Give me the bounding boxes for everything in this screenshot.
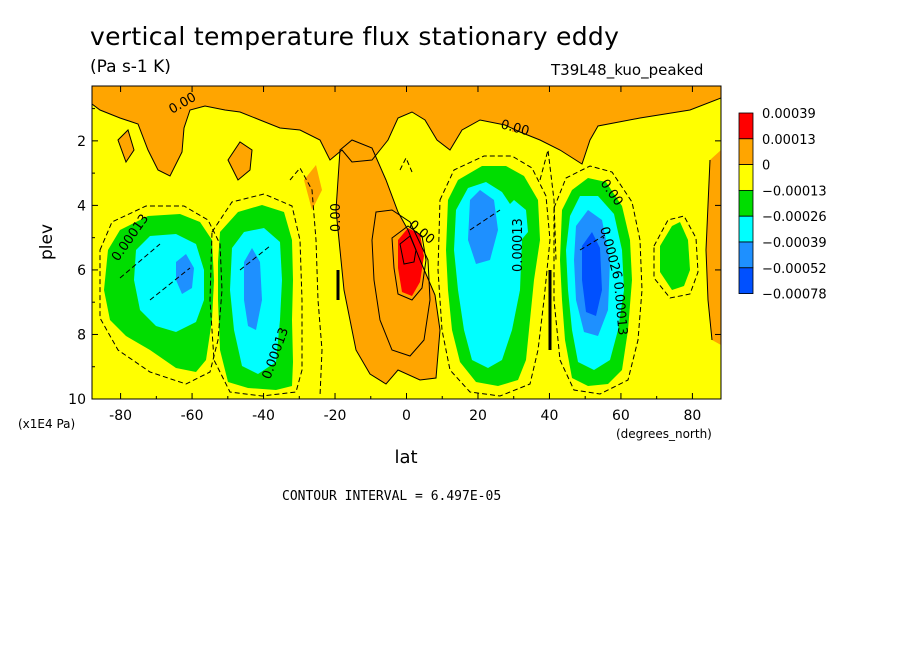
- x-tick-label: -20: [324, 408, 347, 424]
- colorbar-label: −0.00052: [762, 262, 827, 277]
- colorbar-label: −0.00039: [762, 236, 827, 251]
- y-tick-label: 4: [77, 198, 86, 214]
- colorbar-label: −0.00078: [762, 288, 827, 303]
- colorbar: 0.00039 0.00013 0 −0.00013 −0.00026 −0.00039 −…: [738, 107, 827, 303]
- x-axis-title: lat: [394, 447, 417, 468]
- x-tick-label: -60: [181, 408, 204, 424]
- colorbar-swatch: [738, 215, 754, 243]
- colorbar-swatch: [738, 164, 754, 191]
- colorbar-label: 0.00039: [762, 107, 816, 122]
- contour-interval-text: CONTOUR INTERVAL = 6.497E-05: [282, 489, 502, 504]
- y-tick-label: 8: [77, 327, 86, 343]
- x-tick-label: -80: [109, 408, 132, 424]
- colorbar-swatch: [738, 241, 754, 269]
- y-tick-label: 2: [77, 134, 86, 150]
- colorbar-swatch: [738, 138, 754, 166]
- colorbar-label: 0: [762, 159, 770, 174]
- filled-contours: [92, 86, 721, 399]
- colorbar-swatch: [738, 112, 754, 140]
- colorbar-label: −0.00026: [762, 210, 827, 225]
- colorbar-swatch: [738, 189, 754, 217]
- x-tick-label: 60: [612, 408, 630, 424]
- colorbar-swatch: [738, 267, 754, 294]
- contour-label: 0.00013: [610, 281, 630, 336]
- x-unit-label: (degrees_north): [616, 427, 712, 441]
- y-tick-label: 6: [77, 263, 86, 279]
- x-tick-label: 0: [402, 408, 411, 424]
- x-axis: -80 -60 -40 -20 0 20 40 60 80: [109, 86, 701, 424]
- chart-title: vertical temperature flux stationary edd…: [90, 22, 620, 51]
- contour-label: 0.00: [499, 117, 531, 139]
- x-tick-label: 40: [541, 408, 559, 424]
- y-axis: 2 4 6 8 10: [68, 108, 721, 408]
- x-tick-label: 80: [683, 408, 701, 424]
- orange-upper-band: [92, 86, 721, 176]
- x-tick-label: -40: [252, 408, 275, 424]
- contour-label: 0.00013: [511, 218, 526, 272]
- colorbar-label: 0.00013: [762, 133, 816, 148]
- units-label: (Pa s-1 K): [90, 57, 171, 77]
- x-tick-label: 20: [469, 408, 487, 424]
- contour-label: 0.00: [329, 203, 344, 232]
- y-axis-title: plev: [37, 224, 57, 260]
- y-unit-label: (x1E4 Pa): [18, 417, 75, 431]
- colorbar-label: −0.00013: [762, 184, 827, 199]
- run-label: T39L48_kuo_peaked: [551, 61, 704, 79]
- y-tick-label: 10: [68, 392, 86, 408]
